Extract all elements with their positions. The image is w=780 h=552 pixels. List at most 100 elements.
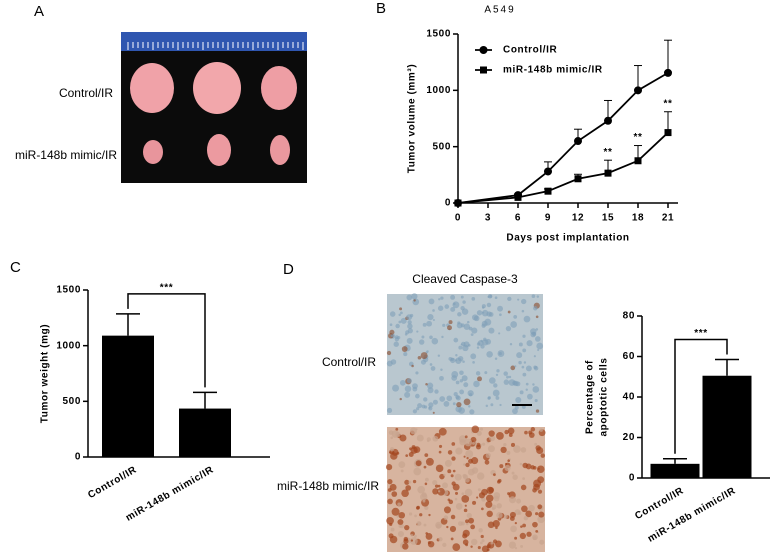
cell bbox=[488, 487, 494, 493]
cell bbox=[489, 435, 496, 442]
cell bbox=[402, 543, 409, 550]
cell bbox=[539, 428, 543, 432]
cell bbox=[387, 479, 393, 485]
cell bbox=[459, 379, 463, 383]
cell bbox=[400, 317, 407, 324]
cell bbox=[447, 450, 453, 455]
cell bbox=[479, 427, 483, 431]
point bbox=[634, 86, 642, 95]
cell bbox=[453, 302, 456, 306]
cell bbox=[410, 537, 418, 545]
cell bbox=[479, 541, 483, 545]
cell bbox=[441, 335, 444, 339]
cell bbox=[432, 319, 435, 322]
cell bbox=[537, 467, 540, 470]
cell bbox=[466, 457, 469, 460]
point bbox=[604, 169, 612, 177]
tumor bbox=[207, 134, 231, 166]
cell bbox=[415, 393, 420, 399]
cell bbox=[530, 331, 536, 338]
cell bbox=[395, 323, 400, 329]
cell bbox=[395, 431, 401, 438]
cell bbox=[533, 366, 539, 371]
y-tick-label: 0 bbox=[75, 452, 81, 463]
y-tick-label: 1000 bbox=[426, 85, 451, 96]
cell bbox=[473, 380, 480, 388]
cell bbox=[503, 371, 508, 376]
cell bbox=[448, 320, 453, 325]
annotation: ** bbox=[604, 147, 613, 158]
cell bbox=[460, 306, 465, 311]
cell bbox=[425, 532, 428, 535]
cell bbox=[522, 372, 527, 377]
row-label: miR-148b mimic/IR bbox=[15, 148, 117, 162]
cell bbox=[463, 323, 471, 330]
cell bbox=[455, 380, 460, 385]
point bbox=[574, 137, 582, 146]
cell bbox=[415, 428, 418, 431]
cell bbox=[507, 310, 511, 314]
cell bbox=[406, 378, 412, 384]
cell bbox=[521, 298, 527, 305]
cell bbox=[525, 463, 532, 470]
cell bbox=[404, 391, 411, 398]
cell bbox=[537, 476, 545, 484]
cell bbox=[490, 403, 494, 407]
stain-texture bbox=[385, 293, 546, 552]
cell bbox=[432, 488, 439, 495]
x-tick-label: 21 bbox=[662, 213, 674, 224]
cell bbox=[434, 484, 439, 488]
cell bbox=[446, 395, 453, 402]
cell bbox=[518, 342, 523, 347]
cell bbox=[461, 341, 466, 347]
cell bbox=[496, 432, 504, 440]
cell bbox=[448, 357, 453, 361]
cell bbox=[416, 521, 422, 527]
cell bbox=[534, 336, 541, 342]
cell bbox=[412, 298, 420, 306]
cell bbox=[447, 498, 451, 502]
cell bbox=[461, 375, 468, 382]
cell bbox=[525, 510, 533, 518]
cell bbox=[510, 365, 516, 371]
significance-label: *** bbox=[694, 328, 707, 339]
cell bbox=[452, 469, 456, 473]
cell bbox=[463, 398, 471, 406]
cell bbox=[507, 459, 510, 463]
cell bbox=[478, 492, 486, 499]
cell bbox=[429, 363, 433, 366]
cell bbox=[417, 355, 422, 360]
cell bbox=[408, 512, 413, 516]
cell bbox=[471, 425, 480, 434]
cell bbox=[477, 376, 482, 382]
cell bbox=[481, 306, 485, 309]
cell bbox=[525, 365, 532, 372]
cell bbox=[442, 482, 448, 489]
cell bbox=[437, 484, 441, 488]
cell bbox=[470, 353, 477, 360]
cell bbox=[513, 445, 521, 453]
cell bbox=[508, 379, 516, 386]
cell bbox=[395, 427, 399, 431]
cell bbox=[465, 522, 469, 526]
tumor bbox=[193, 62, 241, 114]
cell bbox=[432, 411, 435, 414]
cell bbox=[520, 525, 523, 528]
cell bbox=[493, 492, 501, 499]
annotation: ** bbox=[664, 98, 673, 109]
cell bbox=[470, 333, 474, 337]
cell bbox=[461, 495, 470, 503]
cell bbox=[485, 452, 491, 459]
cell bbox=[499, 403, 502, 407]
cell bbox=[532, 521, 538, 528]
tumor bbox=[270, 135, 290, 165]
cell bbox=[410, 539, 414, 542]
cell bbox=[482, 311, 485, 314]
cell bbox=[484, 318, 492, 326]
cell bbox=[407, 328, 413, 334]
staining-title: Cleaved Caspase-3 bbox=[412, 272, 518, 286]
cell bbox=[468, 517, 475, 524]
cell bbox=[496, 369, 500, 373]
cell bbox=[530, 427, 536, 432]
